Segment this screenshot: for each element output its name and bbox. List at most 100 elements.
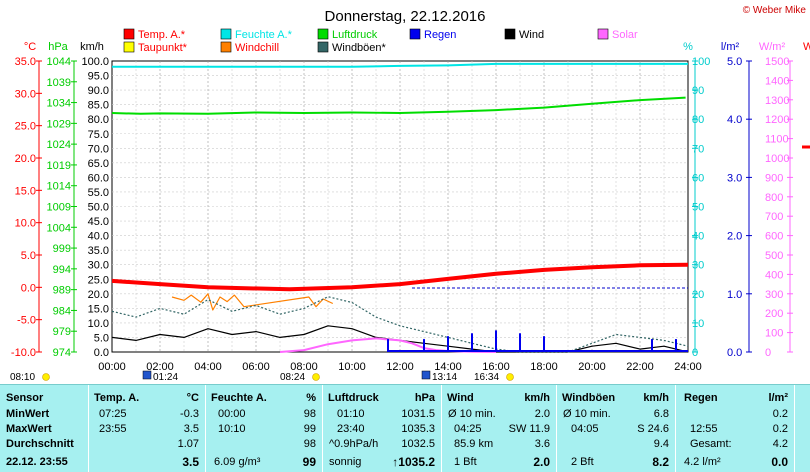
solar-tick-label: 1000 <box>765 153 789 165</box>
wind-tick-label: 5.0 <box>94 332 109 344</box>
pressure-tick-label: 1019 <box>47 160 71 172</box>
gust-beaufort: 2 Bft <box>571 456 594 468</box>
humidity-tick-label: 0 <box>692 347 698 359</box>
rain-axis-unit: l/m² <box>721 41 740 53</box>
wind-tick-label: 85.0 <box>88 100 109 112</box>
gust-unit: km/h <box>643 392 669 404</box>
wind-tick-label: 60.0 <box>88 172 109 184</box>
pressure-tick-label: 1029 <box>47 118 71 130</box>
summary-table: Sensor MinWert MaxWert Durchschnitt 22.1… <box>0 384 810 472</box>
rain-total-value: 4.2 <box>772 438 788 450</box>
x-tick-label: 14:00 <box>434 361 462 373</box>
x-tick-label: 24:00 <box>674 361 702 373</box>
rain-tick-label: 1.0 <box>727 289 742 301</box>
temp-min-value: -0.3 <box>180 408 199 420</box>
pressure-tick-label: 1004 <box>47 222 71 234</box>
rain-bar <box>423 339 425 352</box>
sun-marker-label: 08:24 <box>280 372 305 383</box>
x-tick-label: 02:00 <box>146 361 174 373</box>
gust-avg-value: 9.4 <box>653 438 669 450</box>
rain-tick-label: 2.0 <box>727 231 742 243</box>
humidity-tick-label: 90 <box>692 85 704 97</box>
temp-min-time: 07:25 <box>99 408 127 420</box>
x-tick-label: 06:00 <box>242 361 270 373</box>
humidity-tick-label: 50 <box>692 202 704 214</box>
pressure-avg-value: 1032.5 <box>401 438 435 450</box>
wind-tick-label: 50.0 <box>88 202 109 214</box>
legend-label: Taupunkt* <box>138 42 188 54</box>
x-tick-label: 08:00 <box>290 361 318 373</box>
column-divider <box>322 385 323 472</box>
legend-label: Wind <box>519 29 544 41</box>
pressure-tick-label: 994 <box>53 264 71 276</box>
legend-swatch <box>123 41 135 53</box>
temp-axis-unit: °C <box>24 41 36 53</box>
legend-label: Feuchte A.* <box>235 29 293 41</box>
legend-swatch <box>317 41 329 53</box>
pressure-tick-label: 1044 <box>47 56 71 68</box>
gust-column: Windböen km/h Ø 10 min. 6.8 04:05 S 24.6 9.… <box>557 385 675 472</box>
humidity-tick-label: 30 <box>692 260 704 272</box>
rain-bar <box>543 336 545 352</box>
solar-tick-label: 1500 <box>765 56 789 68</box>
extra-axis-unit: W <box>803 41 810 53</box>
rain-current-value: 0.0 <box>771 455 788 469</box>
temp-tick-label: 30.0 <box>15 88 36 100</box>
wind-tick-label: 100.0 <box>81 56 109 68</box>
humidity-absolute: 6.09 g/m³ <box>214 456 261 468</box>
legend-label: Luftdruck <box>332 29 378 41</box>
rain-min-value: 0.2 <box>772 408 788 420</box>
pressure-tick-label: 999 <box>53 243 71 255</box>
temp-max-value: 3.5 <box>183 423 199 435</box>
row-label-max: MaxWert <box>6 423 52 435</box>
rain-bar <box>495 330 497 352</box>
wind-column: Wind km/h Ø 10 min. 2.0 04:25 SW 11.9 85.9 … <box>442 385 556 472</box>
temp-tick-label: -10.0 <box>11 347 36 359</box>
humidity-tick-label: 70 <box>692 143 704 155</box>
legend-label: Windchill <box>235 42 279 54</box>
wind-distance: 85.9 km <box>454 438 494 450</box>
temp-tick-label: 5.0 <box>21 250 36 262</box>
pressure-tick-label: 1034 <box>47 98 71 110</box>
legend-label: Windböen* <box>332 42 387 54</box>
weather-chart: Donnerstag, 22.12.2016 © Weber Mike Temp. … <box>10 5 810 383</box>
wind-avg10-value: 2.0 <box>534 408 550 420</box>
pressure-max-value: 1035.3 <box>401 423 435 435</box>
rain-day-total: 4.2 l/m² <box>684 456 721 468</box>
gust-current-value: 8.2 <box>652 455 669 469</box>
column-divider <box>441 385 442 472</box>
humidity-min-time: 00:00 <box>218 408 246 420</box>
humidity-max-value: 99 <box>303 423 316 435</box>
wind-max-value: SW 11.9 <box>508 423 550 435</box>
forecast-text: sonnig <box>329 456 362 468</box>
wind-header: Wind <box>447 392 474 404</box>
wind-tick-label: 70.0 <box>88 143 109 155</box>
temp-tick-label: 10.0 <box>15 218 36 230</box>
solar-tick-label: 0 <box>765 347 771 359</box>
temp-column: Temp. A. °C 07:25 -0.3 23:55 3.5 1.07 3.5 <box>89 385 205 472</box>
wind-tick-label: 10.0 <box>88 318 109 330</box>
rain-bar <box>519 333 521 352</box>
solar-tick-label: 600 <box>765 231 783 243</box>
pressure-max-time: 23:40 <box>337 423 365 435</box>
wind-tick-label: 95.0 <box>88 71 109 83</box>
gust-avg10-label: Ø 10 min. <box>563 408 611 420</box>
pressure-trend: ^0.9hPa/h <box>329 438 379 450</box>
legend-swatch <box>504 28 516 40</box>
solar-tick-label: 1300 <box>765 95 789 107</box>
column-divider <box>794 385 795 472</box>
rain-unit: l/m² <box>768 392 788 404</box>
pressure-tick-label: 979 <box>53 326 71 338</box>
rain-bar <box>447 336 449 352</box>
humidity-tick-label: 100 <box>692 56 710 68</box>
row-label-min: MinWert <box>6 408 50 420</box>
legend-swatch <box>123 28 135 40</box>
legend-swatch <box>220 41 232 53</box>
pressure-tick-label: 1009 <box>47 202 71 214</box>
moon-icon <box>142 370 152 380</box>
x-tick-label: 16:00 <box>482 361 510 373</box>
rain-max-time: 12:55 <box>690 423 718 435</box>
wind-tick-label: 0.0 <box>94 347 109 359</box>
pressure-header: Luftdruck <box>328 392 379 404</box>
humidity-tick-label: 10 <box>692 318 704 330</box>
